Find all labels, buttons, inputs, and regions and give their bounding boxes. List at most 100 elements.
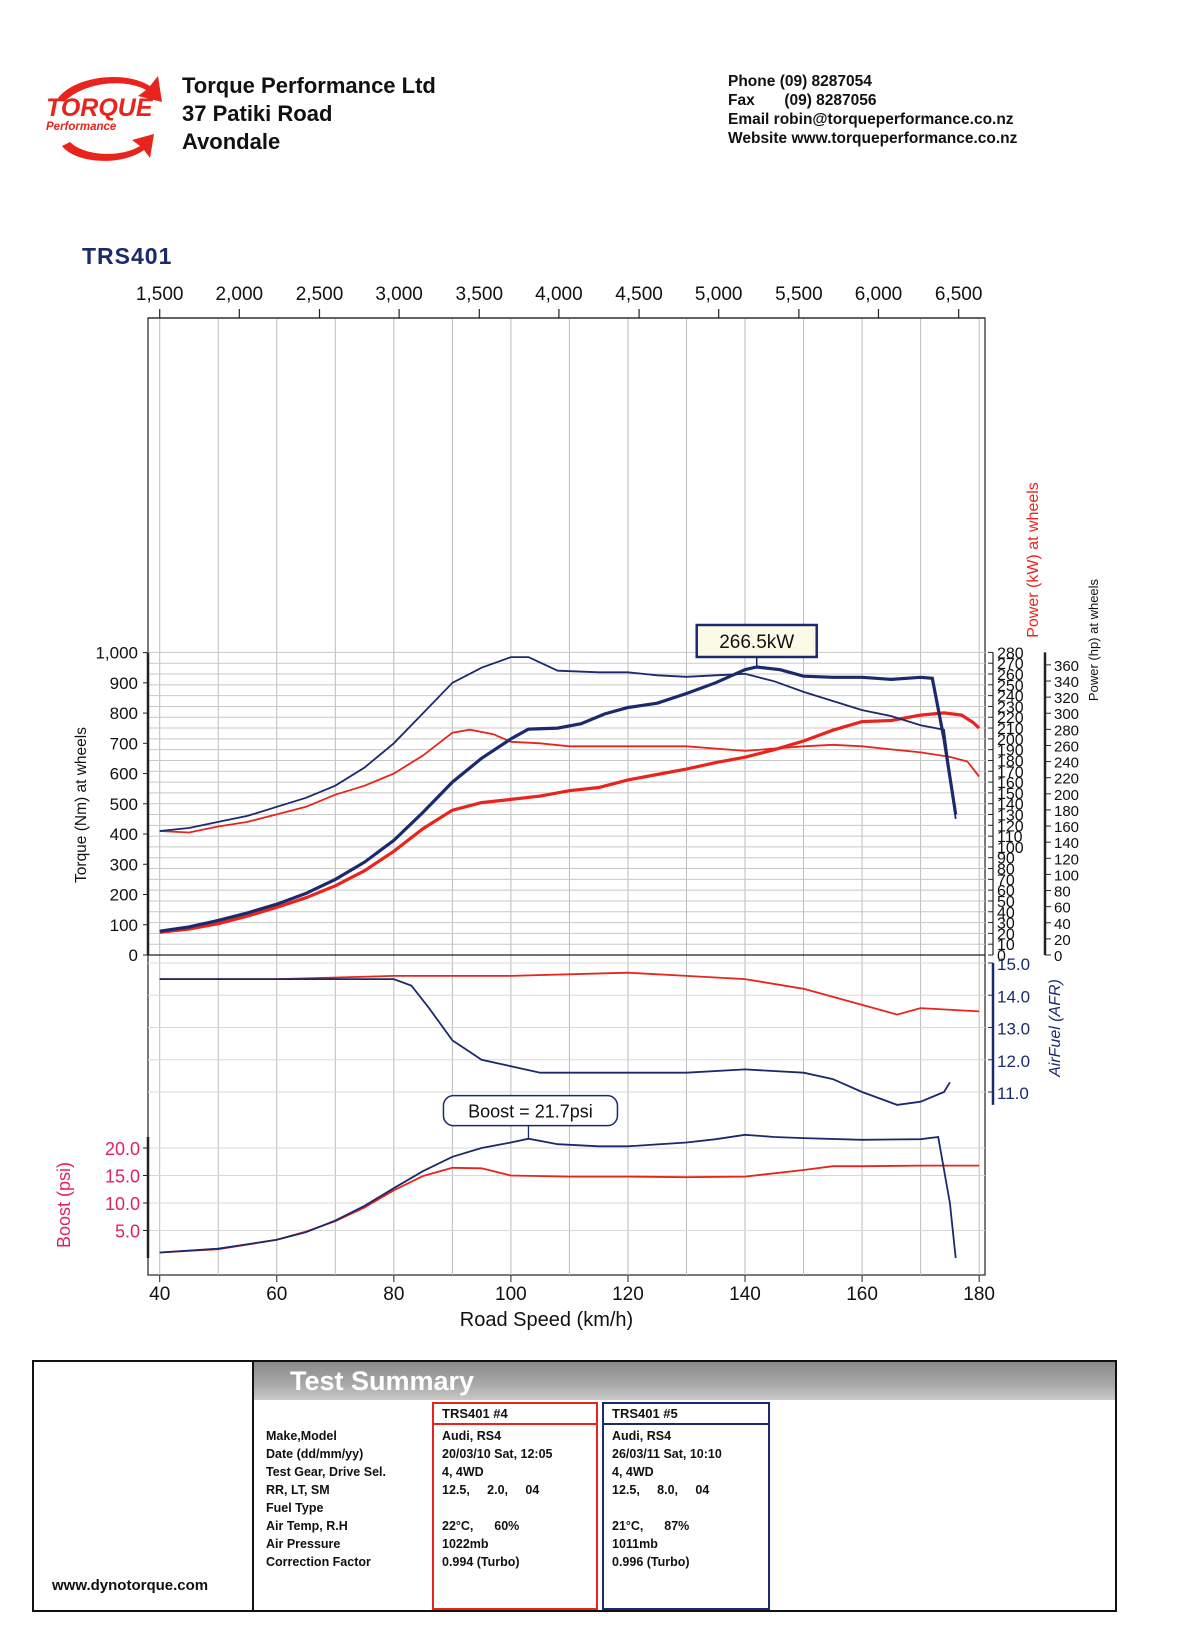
boost-axis-title: Boost (psi) — [54, 1162, 74, 1248]
power-hp-tick-label: 340 — [1054, 674, 1079, 691]
afr-tick-label: 12.0 — [997, 1052, 1030, 1071]
rpm-tick-label: 3,500 — [456, 284, 504, 305]
power-kw-tick-label: 30 — [997, 916, 1015, 933]
run4-value: 12.5, 2.0, 04 — [442, 1483, 540, 1497]
fax-label: Fax — [728, 92, 755, 109]
peak-boost-box — [442, 1094, 619, 1127]
speed-tick-label: 180 — [963, 1284, 995, 1305]
rpm-tick-label: 5,000 — [695, 284, 743, 305]
row-label: Make,Model — [266, 1429, 337, 1443]
logo-subword: Performance — [46, 121, 117, 133]
run4-value: Audi, RS4 — [442, 1429, 502, 1443]
company-address-1: 37 Patiki Road — [182, 101, 333, 126]
logo-wordmark: TORQUE — [46, 94, 154, 122]
power-hp-tick-label: 220 — [1054, 771, 1079, 788]
rpm-tick-label: 6,500 — [935, 284, 983, 305]
run5-value: 4, 4WD — [612, 1465, 654, 1479]
power-hp-tick-label: 160 — [1054, 819, 1079, 836]
torque-tick-label: 200 — [110, 886, 138, 905]
speed-tick-label: 60 — [266, 1284, 287, 1305]
power-kw-tick-label: 140 — [997, 797, 1024, 814]
run5-afr-line — [159, 978, 951, 1106]
power-hp-tick-label: 40 — [1054, 916, 1071, 933]
afr-tick-label: 13.0 — [997, 1020, 1030, 1039]
boost-tick-label: 5.0 — [115, 1222, 140, 1242]
power-kw-tick-label: 280 — [997, 645, 1024, 662]
power-hp-tick-label: 120 — [1054, 851, 1079, 868]
phone-value: (09) 8287054 — [779, 73, 872, 90]
power-kw-tick-label: 250 — [997, 678, 1024, 695]
plot-frame — [147, 317, 986, 1276]
rpm-tick-label: 4,000 — [535, 284, 583, 305]
summary-header-bar: Test Summary — [254, 1362, 1115, 1400]
power-kw-tick-label: 0 — [997, 948, 1006, 965]
power-hp-tick-label: 260 — [1054, 738, 1079, 755]
power-kw-tick-label: 120 — [997, 818, 1024, 835]
rpm-tick-label: 6,000 — [855, 284, 903, 305]
power-kw-tick-label: 210 — [997, 721, 1024, 738]
afr-tick-label: 11.0 — [997, 1084, 1029, 1103]
torque-tick-label: 0 — [129, 946, 138, 965]
power-hp-tick-label: 200 — [1054, 787, 1079, 804]
run4-value: 22°C, 60% — [442, 1519, 520, 1533]
row-label: Test Gear, Drive Sel. — [266, 1465, 386, 1479]
website-label: Website — [728, 130, 788, 147]
fax-value: (09) 8287056 — [784, 92, 877, 109]
power-hp-tick-label: 20 — [1054, 932, 1071, 949]
boost-tick-label: 20.0 — [105, 1139, 140, 1159]
run5-torque-line — [159, 656, 957, 832]
row-label: Air Pressure — [266, 1537, 341, 1551]
power-kw-tick-label: 180 — [997, 753, 1024, 770]
rpm-tick-label: 3,000 — [375, 284, 423, 305]
power-kw-tick-label: 80 — [997, 862, 1015, 879]
power-hp-tick-label: 240 — [1054, 755, 1079, 772]
x-axis-title: Road Speed (km/h) — [460, 1309, 633, 1331]
run4-afr-line — [159, 971, 980, 1016]
torque-tick-label: 1,000 — [95, 644, 138, 663]
power-hp-tick-label: 60 — [1054, 900, 1071, 917]
run4-header: TRS401 #4 — [434, 1404, 596, 1425]
power-hp-axis-title: Power (hp) at wheels — [1086, 578, 1101, 701]
torque-performance-logo: TORQUE Performance — [46, 76, 162, 161]
row-label: Fuel Type — [266, 1501, 324, 1515]
power-kw-tick-label: 260 — [997, 667, 1024, 684]
chart-series — [159, 656, 981, 1259]
power-kw-tick-label: 90 — [997, 851, 1015, 868]
email-label: Email — [728, 111, 770, 128]
torque-tick-label: 800 — [110, 704, 138, 723]
company-block: Torque Performance Ltd 37 Patiki Road Av… — [182, 72, 436, 156]
torque-tick-label: 900 — [110, 674, 138, 693]
speed-tick-label: 160 — [846, 1284, 878, 1305]
afr-axis-title: AirFuel (AFR) — [1047, 979, 1064, 1078]
power-kw-tick-label: 270 — [997, 656, 1024, 673]
website-footer: www.dynotorque.com — [52, 1577, 209, 1594]
run5-power-line — [159, 665, 958, 933]
report-id: TRS401 — [82, 243, 173, 269]
rpm-tick-label: 2,000 — [216, 284, 264, 305]
summary-title: Test Summary — [290, 1366, 475, 1396]
power-kw-axis-title: Power (kW) at wheels — [1025, 482, 1042, 638]
rpm-tick-label: 1,500 — [136, 284, 184, 305]
dyno-chart: 1,500 2,000 2,500 3,000 3,500 4,000 4,500 5,000… — [54, 284, 1101, 1331]
power-kw-tick-label: 240 — [997, 689, 1024, 706]
power-kw-tick-label: 50 — [997, 894, 1015, 911]
run4-value: 1022mb — [442, 1537, 489, 1551]
email-value: robin@torqueperformance.co.nz — [773, 111, 1014, 128]
run4-box: TRS401 #4 — [432, 1402, 598, 1610]
website-value: www.torqueperformance.co.nz — [791, 130, 1018, 147]
chart-axes: 1,500 2,000 2,500 3,000 3,500 4,000 4,500 5,000… — [54, 284, 1101, 1331]
power-kw-tick-label: 20 — [997, 926, 1015, 943]
power-kw-tick-label: 230 — [997, 699, 1024, 716]
power-kw-tick-label: 40 — [997, 905, 1015, 922]
power-kw-tick-label: 170 — [997, 764, 1024, 781]
run4-power-line — [159, 711, 981, 934]
power-kw-tick-label: 130 — [997, 808, 1024, 825]
power-hp-tick-label: 0 — [1054, 948, 1062, 965]
boost-tick-label: 10.0 — [105, 1194, 140, 1214]
run5-value: 12.5, 8.0, 04 — [612, 1483, 710, 1497]
torque-axis-title: Torque (Nm) at wheels — [73, 727, 90, 883]
run5-value: Audi, RS4 — [612, 1429, 672, 1443]
power-hp-tick-label: 280 — [1054, 722, 1079, 739]
power-kw-tick-label: 200 — [997, 732, 1024, 749]
afr-tick-label: 15.0 — [997, 955, 1030, 974]
